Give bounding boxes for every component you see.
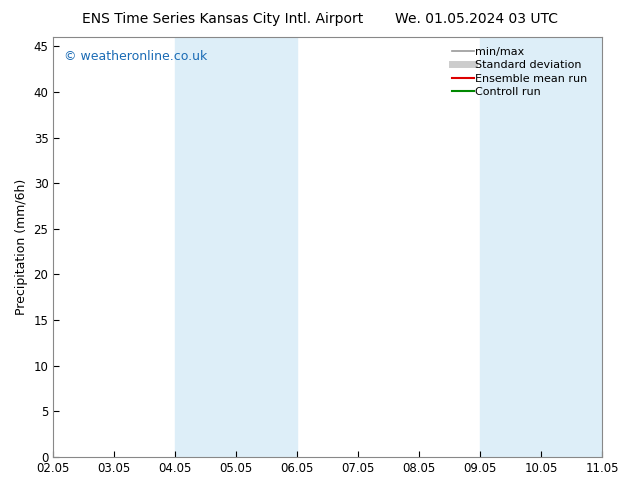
Legend: min/max, Standard deviation, Ensemble mean run, Controll run: min/max, Standard deviation, Ensemble me…: [448, 43, 597, 101]
Text: We. 01.05.2024 03 UTC: We. 01.05.2024 03 UTC: [395, 12, 558, 26]
Text: ENS Time Series Kansas City Intl. Airport: ENS Time Series Kansas City Intl. Airpor…: [82, 12, 364, 26]
Bar: [481, 37, 602, 457]
Bar: [175, 37, 297, 457]
Text: © weatheronline.co.uk: © weatheronline.co.uk: [64, 49, 207, 63]
Y-axis label: Precipitation (mm/6h): Precipitation (mm/6h): [15, 179, 28, 315]
